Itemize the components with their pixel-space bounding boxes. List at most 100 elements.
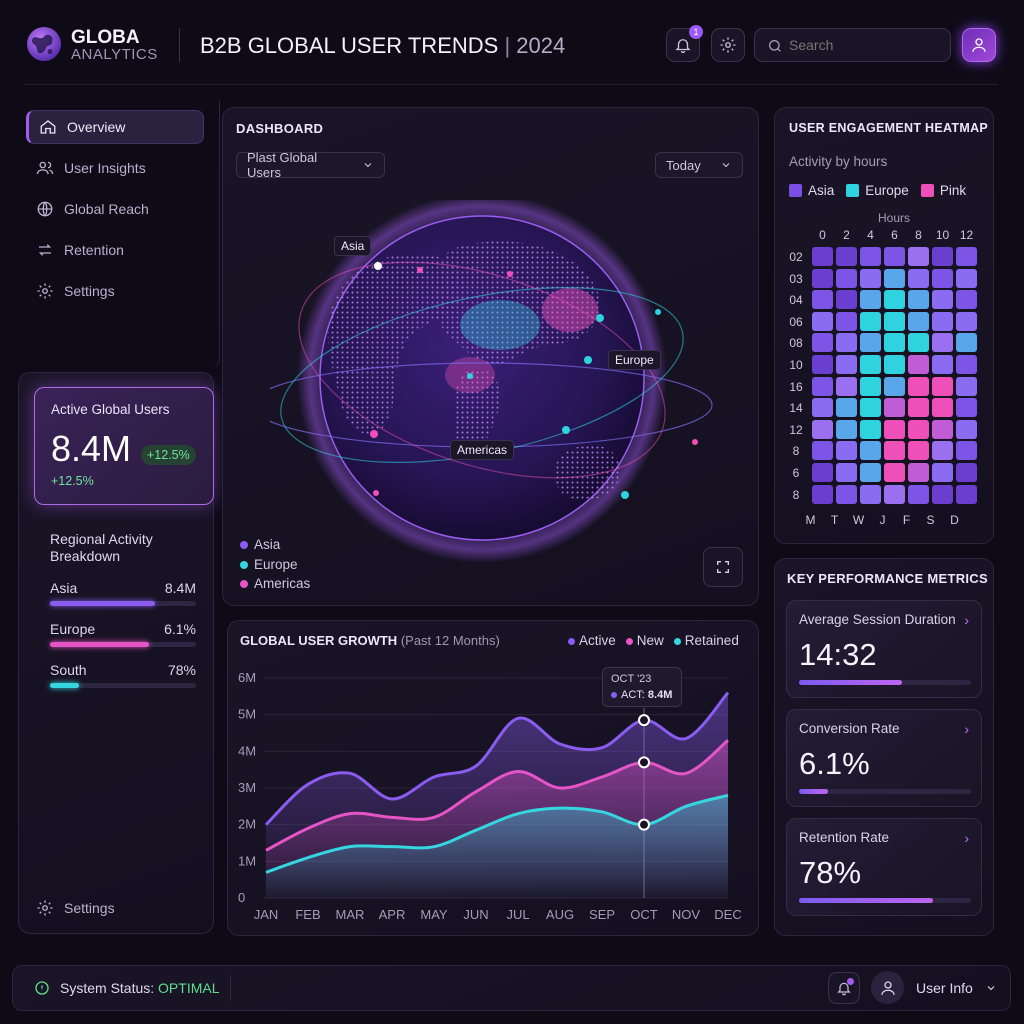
- heatmap-cell[interactable]: [884, 311, 905, 331]
- active-users-card[interactable]: Active Global Users 8.4M +12.5% +12.5%: [34, 387, 214, 505]
- heatmap-cell[interactable]: [812, 311, 833, 331]
- heatmap-cell[interactable]: [836, 311, 857, 331]
- chevron-right-icon[interactable]: ›: [964, 612, 969, 628]
- heatmap-cell[interactable]: [932, 398, 953, 418]
- sidebar-item-global-reach[interactable]: Global Reach: [26, 192, 204, 226]
- heatmap-cell[interactable]: [836, 355, 857, 374]
- heatmap-cell[interactable]: [932, 355, 953, 374]
- heatmap-cell[interactable]: [908, 311, 929, 331]
- heatmap-cell[interactable]: [860, 376, 881, 396]
- heatmap-cell[interactable]: [812, 419, 833, 439]
- heatmap-cell[interactable]: [812, 376, 833, 396]
- heatmap-cell[interactable]: [836, 333, 857, 353]
- heatmap-cell[interactable]: [860, 484, 881, 504]
- heatmap-cell[interactable]: [836, 376, 857, 396]
- kpi-card[interactable]: Retention Rate › 78%: [786, 818, 982, 916]
- heatmap-cell[interactable]: [908, 268, 929, 288]
- heatmap-cell[interactable]: [956, 268, 977, 288]
- heatmap-cell[interactable]: [932, 311, 953, 331]
- heatmap-cell[interactable]: [836, 398, 857, 418]
- highlight-point-active[interactable]: [638, 714, 650, 727]
- heatmap-cell[interactable]: [884, 441, 905, 461]
- globe-legend-item[interactable]: Americas: [240, 574, 310, 594]
- heatmap-cell[interactable]: [884, 419, 905, 439]
- search-input[interactable]: [789, 35, 939, 55]
- heatmap-cell[interactable]: [884, 333, 905, 353]
- sidebar-item-settings[interactable]: Settings: [26, 274, 204, 308]
- heatmap-cell[interactable]: [836, 247, 857, 266]
- heatmap-cell[interactable]: [956, 355, 977, 374]
- sidebar-item-overview[interactable]: Overview: [26, 110, 204, 144]
- heatmap-cell[interactable]: [908, 398, 929, 418]
- heatmap-cell[interactable]: [956, 311, 977, 331]
- growth-legend-item[interactable]: Retained: [673, 633, 739, 648]
- heatmap-cell[interactable]: [860, 355, 881, 374]
- heatmap-cell[interactable]: [812, 247, 833, 266]
- heatmap-cell[interactable]: [884, 268, 905, 288]
- sidebar-item-retention[interactable]: Retention: [26, 233, 204, 267]
- heatmap-cell[interactable]: [908, 463, 929, 482]
- heatmap-cell[interactable]: [932, 376, 953, 396]
- heatmap-cell[interactable]: [884, 247, 905, 266]
- heatmap-cell[interactable]: [884, 463, 905, 482]
- heatmap-legend-item[interactable]: Asia: [789, 183, 834, 198]
- global-users-dropdown[interactable]: Plast Global Users: [236, 150, 385, 180]
- heatmap-cell[interactable]: [932, 484, 953, 504]
- heatmap-cell[interactable]: [812, 441, 833, 461]
- heatmap-cell[interactable]: [908, 290, 929, 310]
- heatmap-cell[interactable]: [908, 376, 929, 396]
- heatmap-cell[interactable]: [956, 484, 977, 504]
- heatmap-cell[interactable]: [956, 398, 977, 418]
- sidebar-item-user-insights[interactable]: User Insights: [26, 151, 204, 185]
- heatmap-cell[interactable]: [884, 484, 905, 504]
- region-row[interactable]: South 78%: [50, 662, 196, 688]
- heatmap-cell[interactable]: [860, 398, 881, 418]
- heatmap-cell[interactable]: [812, 463, 833, 482]
- heatmap-cell[interactable]: [908, 419, 929, 439]
- heatmap-cell[interactable]: [812, 290, 833, 310]
- heatmap-cell[interactable]: [860, 290, 881, 310]
- heatmap-cell[interactable]: [932, 463, 953, 482]
- heatmap-cell[interactable]: [956, 290, 977, 310]
- heatmap-cell[interactable]: [860, 441, 881, 461]
- kpi-card[interactable]: Conversion Rate › 6.1%: [786, 709, 982, 807]
- heatmap-cell[interactable]: [908, 247, 929, 266]
- growth-legend-item[interactable]: New: [625, 633, 664, 648]
- series-line-active[interactable]: [264, 691, 730, 826]
- settings-button[interactable]: [711, 28, 745, 62]
- heatmap-legend-item[interactable]: Europe: [846, 183, 909, 198]
- heatmap-cell[interactable]: [932, 419, 953, 439]
- heatmap-cell[interactable]: [812, 333, 833, 353]
- heatmap-cell[interactable]: [836, 484, 857, 504]
- heatmap-cell[interactable]: [884, 376, 905, 396]
- heatmap-cell[interactable]: [884, 398, 905, 418]
- heatmap-cell[interactable]: [836, 419, 857, 439]
- heatmap-cell[interactable]: [932, 290, 953, 310]
- heatmap-cell[interactable]: [932, 247, 953, 266]
- region-row[interactable]: Asia 8.4M: [50, 580, 196, 606]
- heatmap-cell[interactable]: [860, 268, 881, 288]
- chevron-right-icon[interactable]: ›: [964, 830, 969, 846]
- heatmap-cell[interactable]: [812, 398, 833, 418]
- heatmap-cell[interactable]: [836, 463, 857, 482]
- heatmap-cell[interactable]: [956, 333, 977, 353]
- heatmap-cell[interactable]: [932, 441, 953, 461]
- user-menu[interactable]: User Info: [871, 971, 997, 1004]
- heatmap-cell[interactable]: [836, 290, 857, 310]
- heatmap-cell[interactable]: [956, 441, 977, 461]
- notifications-button[interactable]: 1: [666, 25, 703, 62]
- heatmap-cell[interactable]: [932, 268, 953, 288]
- heatmap-cell[interactable]: [956, 376, 977, 396]
- heatmap-cell[interactable]: [908, 333, 929, 353]
- heatmap-cell[interactable]: [860, 463, 881, 482]
- heatmap-cell[interactable]: [956, 463, 977, 482]
- globe-legend-item[interactable]: Europe: [240, 555, 310, 575]
- profile-button[interactable]: [962, 28, 996, 62]
- kpi-card[interactable]: Average Session Duration › 14:32: [786, 600, 982, 698]
- heatmap-cell[interactable]: [860, 333, 881, 353]
- footer-notifications-button[interactable]: [828, 972, 860, 1004]
- globe-legend-item[interactable]: Asia: [240, 535, 310, 555]
- brand-logo[interactable]: [24, 24, 64, 64]
- sidebar-settings-bottom[interactable]: Settings: [36, 899, 115, 917]
- heatmap-cell[interactable]: [932, 333, 953, 353]
